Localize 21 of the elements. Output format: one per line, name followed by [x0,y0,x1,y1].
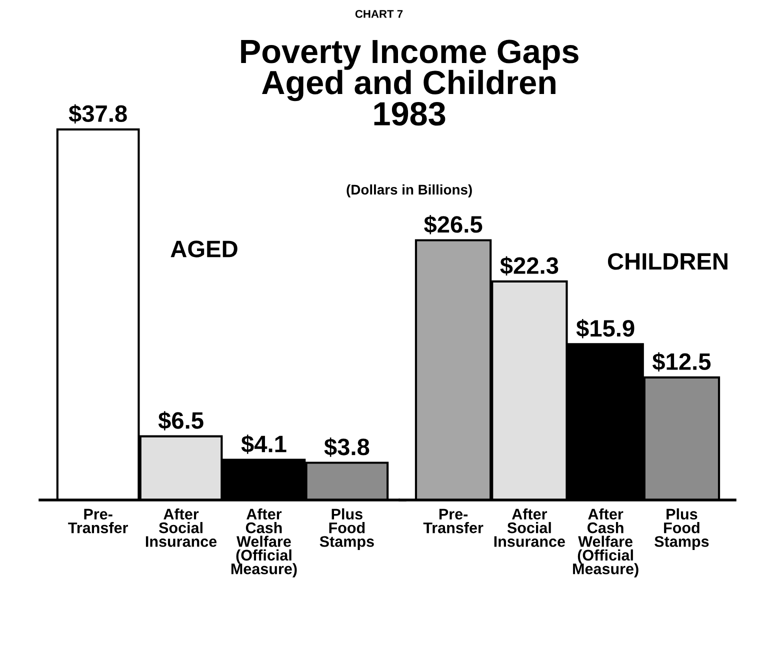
data-label: $37.8 [68,104,127,124]
x-tick-label: Pre- Transfer [68,508,128,534]
data-label: $15.9 [576,318,634,338]
caption: CHART 7 [355,10,403,18]
x-tick-label: After Cash Welfare (Official Measure) [573,508,638,578]
annotation: CHILDREN [608,253,728,270]
x-tick-label: Plus Food Stamps [654,508,709,550]
text: (Dollars in Billions) [346,184,472,198]
data-label: $6.5 [158,411,204,430]
data-label: $4.1 [241,434,286,454]
data-label: $22.3 [500,256,558,276]
chart-title: Poverty Income Gaps Aged and Children 1983 [241,40,578,126]
x-tick-label: After Social Insurance [146,508,217,547]
x-tick-label: Pre- Transfer [423,508,484,534]
x-tick-label: Plus Food Stamps [320,508,374,550]
annotation: AGED [170,240,238,258]
data-label: $12.5 [652,352,711,372]
data-label: $26.5 [424,215,482,234]
x-tick-label: After Cash Welfare (Official Measure) [231,508,297,578]
x-tick-label: After Social Insurance [494,508,565,547]
data-label: $3.8 [324,438,370,457]
